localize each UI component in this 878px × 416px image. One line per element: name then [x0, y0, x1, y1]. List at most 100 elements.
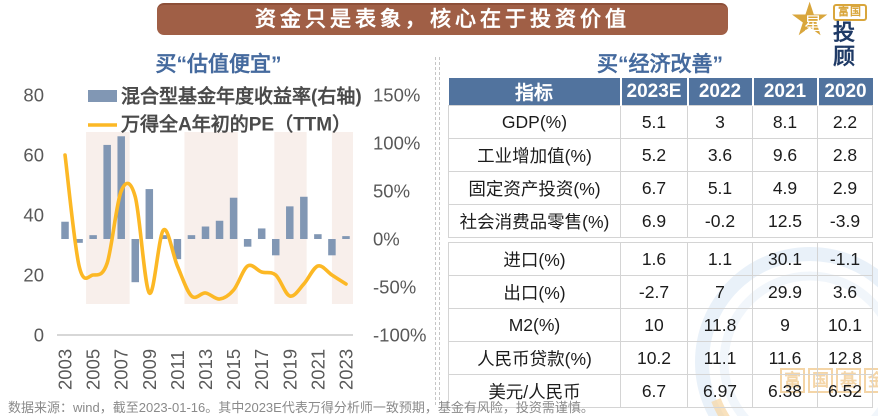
indicator-value: 3 — [687, 105, 753, 139]
column-header: 指标 — [448, 78, 622, 106]
indicator-value: -2.7 — [620, 275, 688, 309]
left-axis-tick: 60 — [23, 145, 44, 166]
highlight-band — [184, 132, 238, 304]
table-row: 固定资产投资(%) 6.7 5.1 4.9 2.9 — [448, 171, 873, 205]
economy-table-body: GDP(%) 5.1 3 8.1 2.2 工业增加值(%) 5.2 3.6 9.6 2.8 固定资产… — [448, 105, 873, 408]
indicator-label: M2(%) — [448, 308, 621, 342]
return-bar — [229, 197, 238, 239]
return-bar — [131, 239, 140, 283]
indicator-value: 8.1 — [752, 105, 818, 139]
table-row: 出口(%) -2.7 7 29.9 3.6 — [448, 275, 873, 309]
indicator-value: 10 — [620, 308, 688, 342]
indicator-value: 6.7 — [620, 374, 688, 408]
legend-bar-label: 混合型基金年度收益率(右轴) — [121, 85, 362, 108]
indicator-value: 4.9 — [752, 171, 818, 205]
return-bar — [89, 235, 97, 239]
indicator-value: 12.5 — [752, 204, 818, 238]
star-character: 星 — [804, 14, 822, 34]
indicator-value: 12.8 — [817, 341, 873, 375]
indicator-value: 2.9 — [817, 171, 873, 205]
return-bar — [173, 239, 182, 260]
indicator-value: 11.8 — [687, 308, 753, 342]
left-axis-tick: 80 — [23, 85, 44, 106]
return-bar — [103, 144, 111, 239]
indicator-value: 9 — [752, 308, 818, 342]
return-bar — [257, 228, 266, 239]
indicator-label: 人民币贷款(%) — [448, 341, 621, 375]
x-axis-tick: 2007 — [111, 349, 132, 390]
table-row: 人民币贷款(%) 10.2 11.1 11.6 12.8 — [448, 341, 873, 375]
valuation-chart: 0 20 40 60 80 -100% -50% 0% 50% 100% 150% 2003 2005 2… — [0, 76, 437, 412]
indicator-value: -0.2 — [687, 204, 753, 238]
title-banner: 资金只是表象，核心在于投资价值 — [157, 3, 728, 35]
section-divider — [435, 57, 440, 405]
x-axis-tick: 2019 — [279, 349, 300, 390]
indicator-value: 10.2 — [620, 341, 688, 375]
indicator-label: GDP(%) — [448, 105, 621, 139]
economy-table-header: 指标 2023E 2022 2021 2020 — [448, 78, 873, 106]
return-bar — [328, 239, 336, 256]
x-axis-tick: 2017 — [251, 349, 272, 390]
x-axis-tick: 2023 — [335, 349, 356, 390]
indicator-value: 6.38 — [752, 374, 818, 408]
indicator-value: 11.1 — [687, 341, 753, 375]
return-bar — [215, 220, 224, 239]
indicator-value: 6.9 — [620, 204, 688, 238]
return-bar — [314, 234, 322, 239]
right-axis-tick: 100% — [373, 133, 420, 154]
return-bar — [342, 236, 350, 239]
return-bar — [271, 239, 280, 256]
economy-table-wrap: 指标 2023E 2022 2021 2020 GDP(%) 5.1 3 8.1 2.2 工业增加… — [448, 78, 873, 408]
indicator-value: 29.9 — [752, 275, 818, 309]
indicator-value: 5.1 — [687, 171, 753, 205]
indicator-label: 固定资产投资(%) — [448, 171, 621, 205]
indicator-value: 2.8 — [817, 138, 873, 172]
indicator-value: 3.6 — [687, 138, 753, 172]
left-section-title: 买“估值便宜” — [155, 53, 282, 76]
column-header: 2021 — [752, 78, 819, 106]
column-header: 2023E — [620, 78, 689, 106]
table-row: 工业增加值(%) 5.2 3.6 9.6 2.8 — [448, 138, 873, 172]
right-axis-tick: -100% — [373, 325, 426, 346]
indicator-value: 6.7 — [620, 171, 688, 205]
column-header: 2022 — [687, 78, 754, 106]
return-bar — [300, 196, 308, 239]
pe-line — [63, 153, 348, 301]
return-bar — [75, 239, 83, 243]
indicator-value: 11.6 — [752, 341, 818, 375]
right-axis-tick: 150% — [373, 85, 420, 106]
left-axis-tick: 40 — [23, 205, 44, 226]
indicator-label: 出口(%) — [448, 275, 621, 309]
right-axis-tick: 50% — [373, 181, 410, 202]
x-axis-tick: 2011 — [167, 350, 188, 390]
source-note: 数据来源：wind，截至2023-01-16。其中2023E代表万得分析师一致预… — [8, 400, 594, 415]
column-header: 2020 — [817, 78, 873, 106]
indicator-value: 6.52 — [817, 374, 873, 408]
indicator-value: 3.6 — [817, 275, 873, 309]
indicator-label: 美元/人民币 — [448, 374, 621, 408]
table-row: 社会消费品零售(%) 6.9 -0.2 12.5 -3.9 — [448, 204, 873, 238]
right-section-title: 买“经济改善” — [597, 53, 723, 76]
logo-brand: 投顾 — [833, 20, 857, 69]
table-row: M2(%) 10 11.8 9 10.1 — [448, 308, 873, 342]
indicator-value: 9.6 — [752, 138, 818, 172]
return-bar — [61, 221, 69, 239]
indicator-label: 进口(%) — [448, 242, 621, 276]
indicator-value: 10.1 — [817, 308, 873, 342]
indicator-value: -1.1 — [817, 242, 873, 276]
left-axis-tick: 0 — [34, 325, 44, 346]
star-icon: ★ 星 — [789, 0, 831, 45]
return-bar — [286, 206, 294, 239]
x-axis-tick: 2003 — [55, 349, 76, 390]
return-bar — [145, 189, 154, 239]
indicator-value: 6.97 — [687, 374, 753, 408]
indicator-value: 1.6 — [620, 242, 688, 276]
logo-badge: 富国 — [833, 4, 867, 21]
right-axis-tick: -50% — [373, 277, 416, 298]
indicator-value: 5.2 — [620, 138, 688, 172]
indicator-label: 社会消费品零售(%) — [448, 204, 621, 238]
highlight-band — [331, 132, 353, 304]
brand-logo: ★ 星 富国 投顾 — [789, 0, 875, 69]
x-axis-tick: 2005 — [83, 349, 104, 390]
